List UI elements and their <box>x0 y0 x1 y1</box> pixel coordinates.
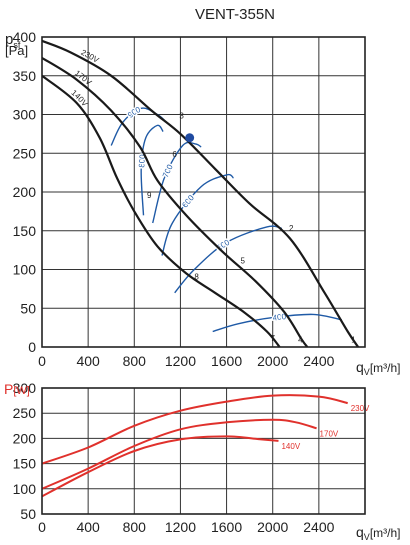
rpm-line-label: 500 <box>215 238 231 253</box>
curve-point-tag: 9 <box>147 191 152 200</box>
power-y-tick-label: 300 <box>13 380 37 396</box>
power-y-label-unit: [W] <box>13 385 30 397</box>
rpm-line-label: 400 <box>272 312 287 323</box>
power-x-tick-label: 400 <box>76 519 100 535</box>
curve-point-tag: 3 <box>179 111 184 120</box>
pressure-x-tick-label: 0 <box>38 353 46 369</box>
rpm-line-800 <box>140 124 164 216</box>
rpm-line-700 <box>152 141 202 224</box>
power-x-tick-label: 800 <box>123 519 147 535</box>
pressure-y-tick-label: 400 <box>13 29 37 45</box>
pressure-y-label: psf <box>5 31 21 50</box>
fan-curve-230v <box>41 39 360 348</box>
power-chart: 230V 170V 140V 0 400 800 1200 1600 2000 2400 50 1… <box>4 380 400 542</box>
curve-point-tag: 6 <box>172 150 177 159</box>
power-x-tick-label: 1200 <box>165 519 196 535</box>
power-y-label-symbol: P <box>4 381 13 397</box>
pressure-y-tick-label: 100 <box>13 262 37 278</box>
power-y-tick-label: 50 <box>20 506 36 522</box>
pressure-y-tick-label: 300 <box>13 107 37 123</box>
pressure-y-tick-label: 200 <box>13 184 37 200</box>
pressure-y-tick-label: 150 <box>13 223 37 239</box>
pressure-x-tick-labels: 0 400 800 1200 1600 2000 2400 <box>38 353 335 369</box>
power-curve-label: 170V <box>320 429 339 438</box>
power-series: 230V 170V 140V <box>41 394 370 498</box>
pressure-x-label-symbol: q <box>356 359 364 375</box>
curve-point-tags: 1 2 3 4 5 6 7 8 9 <box>147 111 356 344</box>
pressure-x-label: qV[m³/h] <box>356 359 400 377</box>
pressure-x-tick-label: 1600 <box>211 353 242 369</box>
pressure-x-tick-label: 2000 <box>257 353 288 369</box>
power-y-tick-labels: 50 100 150 200 250 300 <box>13 380 37 522</box>
pressure-x-tick-label: 1200 <box>165 353 196 369</box>
pressure-x-label-unit: [m³/h] <box>370 361 401 375</box>
power-y-tick-label: 100 <box>13 481 37 497</box>
power-curve-230v <box>41 394 348 465</box>
curve-point-tag: 1 <box>351 335 356 344</box>
pressure-x-tick-label: 2400 <box>303 353 334 369</box>
power-curve-140v <box>41 435 279 498</box>
pressure-y-unit: [Pa] <box>5 43 28 58</box>
pressure-y-tick-labels: 0 50 100 150 200 250 300 350 400 <box>13 29 37 355</box>
pressure-y-tick-label: 350 <box>13 68 37 84</box>
pressure-y-label-symbol: p <box>5 31 13 48</box>
power-x-tick-label: 2400 <box>303 519 334 535</box>
chart-title: VENT-355N <box>195 6 275 23</box>
curve-point-tag: 4 <box>298 335 303 344</box>
power-curve-label: 140V <box>281 442 300 451</box>
rpm-line-600 <box>161 173 234 256</box>
curve-point-tag: 7 <box>270 334 275 343</box>
pressure-y-label-subscript: sf <box>13 40 21 50</box>
rpm-line-label: 700 <box>161 163 175 179</box>
curve-point-tag: 2 <box>289 224 294 233</box>
pressure-y-tick-label: 50 <box>20 300 36 316</box>
power-curve-170v <box>41 418 317 490</box>
fan-curve-140v <box>41 74 281 348</box>
power-y-label: P[W] <box>4 381 30 397</box>
power-x-tick-label: 1600 <box>211 519 242 535</box>
power-curve-label: 230V <box>351 404 370 413</box>
power-y-tick-label: 200 <box>13 430 37 446</box>
pressure-y-tick-label: 250 <box>13 145 37 161</box>
power-x-label: qV[m³/h] <box>356 524 400 542</box>
fan-curve-170v <box>41 56 309 348</box>
rpm-line-label: 900 <box>126 105 142 120</box>
pressure-y-tick-label: 0 <box>28 339 36 355</box>
pressure-x-label-subscript: V <box>364 367 370 377</box>
operating-point-marker <box>185 133 195 143</box>
power-x-label-subscript: V <box>364 532 370 542</box>
power-x-tick-labels: 0 400 800 1200 1600 2000 2400 <box>38 519 335 535</box>
pressure-x-tick-label: 800 <box>123 353 147 369</box>
curve-point-tag: 8 <box>194 273 199 282</box>
power-grid <box>42 388 365 514</box>
pressure-plot-frame <box>41 36 366 348</box>
curve-point-tag: 5 <box>240 256 245 265</box>
power-y-tick-label: 250 <box>13 405 37 421</box>
power-x-label-symbol: q <box>356 524 364 540</box>
power-y-tick-label: 150 <box>13 456 37 472</box>
pressure-x-tick-label: 400 <box>76 353 100 369</box>
power-plot-frame <box>41 387 366 515</box>
rpm-line-500 <box>174 225 283 294</box>
power-x-label-unit: [m³/h] <box>370 526 401 540</box>
power-x-tick-label: 2000 <box>257 519 288 535</box>
power-x-tick-label: 0 <box>38 519 46 535</box>
rpm-line-400 <box>212 313 343 333</box>
